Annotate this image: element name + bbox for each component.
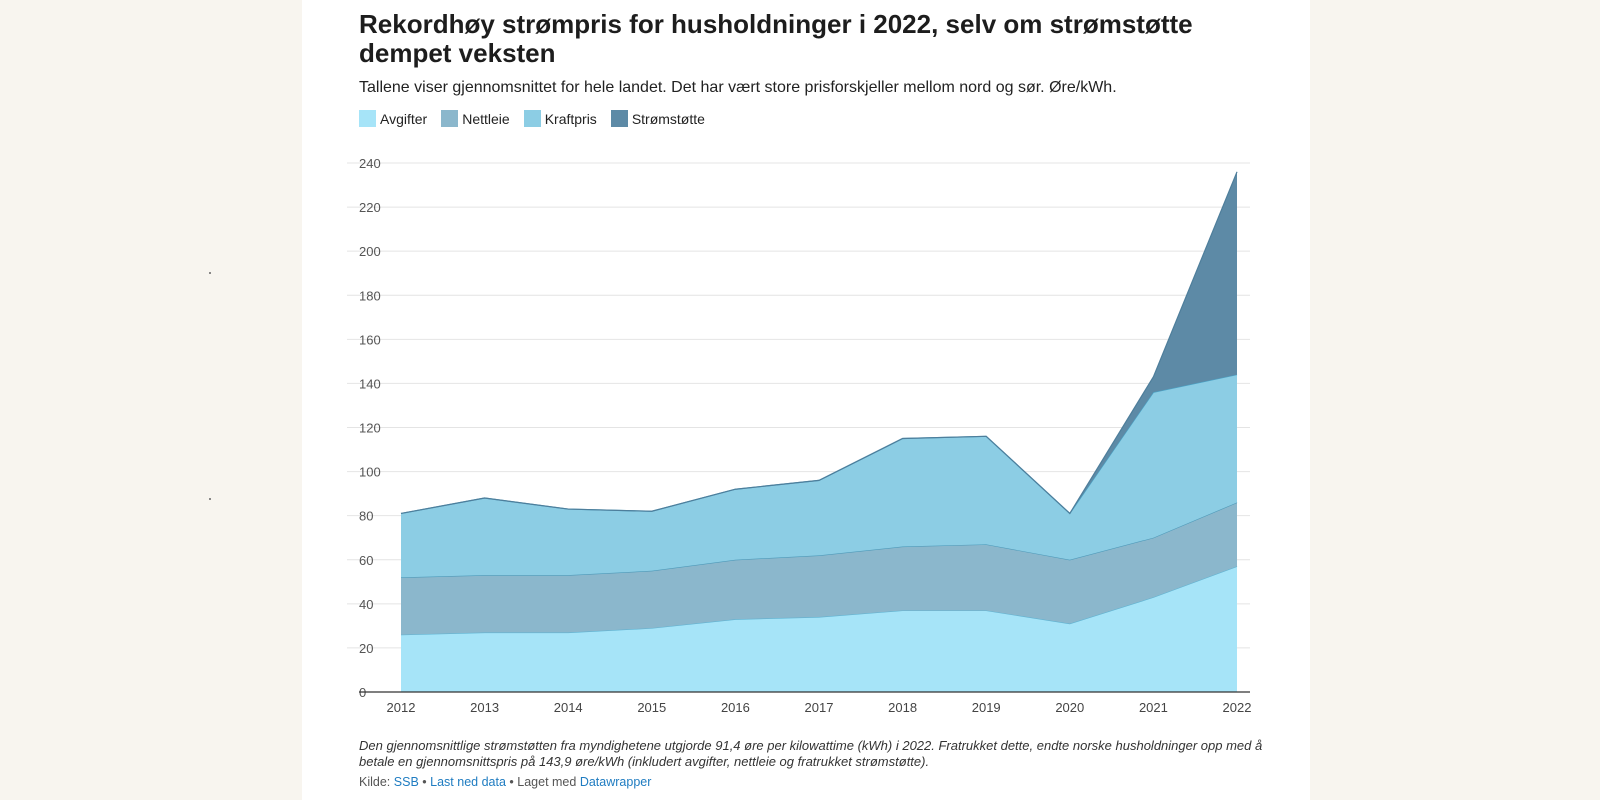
x-tick-label: 2019 [972,700,1001,715]
y-tick-label: 220 [359,200,381,215]
separator: • [422,775,427,789]
x-tick-label: 2018 [888,700,917,715]
y-tick-label: 160 [359,332,381,347]
x-tick-label: 2015 [637,700,666,715]
area-kraftpris [401,374,1237,578]
y-tick-label: 120 [359,421,381,436]
chart-footnote: Den gjennomsnittlige strømstøtten fra my… [359,738,1263,769]
legend-item: Strømstøtte [610,110,705,127]
separator: • [509,775,514,789]
x-tick-label: 2016 [721,700,750,715]
legend-item: Kraftpris [523,110,597,127]
chart-legend: Avgifter Nettleie Kraftpris Strømstøtte [359,110,709,127]
y-tick-label: 20 [359,641,373,656]
x-tick-label: 2017 [805,700,834,715]
decorative-dot [209,272,211,274]
x-tick-label: 2012 [387,700,416,715]
source-prefix: Kilde: [359,775,391,789]
area-nettleie [401,502,1237,635]
legend-label: Nettleie [462,110,510,127]
source-line: Kilde: SSB • Last ned data • Laget med D… [359,775,651,789]
chart-title: Rekordhøy strømpris for husholdninger i … [359,9,1193,68]
legend-label: Avgifter [380,110,428,127]
legend-label: Kraftpris [544,110,597,127]
legend-label: Strømstøtte [631,110,705,127]
y-tick-label: 100 [359,465,381,480]
legend-item: Nettleie [441,110,510,127]
legend-swatch [610,110,628,127]
legend-swatch [441,110,459,127]
y-tick-label: 240 [359,156,381,171]
x-tick-label: 2014 [554,700,583,715]
chart-card: Rekordhøy strømpris for husholdninger i … [302,0,1310,800]
x-tick-label: 2021 [1139,700,1168,715]
legend-swatch [359,110,376,127]
y-tick-label: 40 [359,597,373,612]
datawrapper-link[interactable]: Datawrapper [579,775,652,789]
area-chart: 0204060801001201401601802002202402012201… [347,156,1252,715]
legend-swatch [523,110,541,127]
made-with-label: Laget med [517,775,577,789]
decorative-dot [209,498,211,500]
y-tick-label: 60 [359,553,373,568]
download-data-link[interactable]: Last ned data [430,775,506,789]
chart-subtitle: Tallene viser gjennomsnittet for hele la… [359,79,1117,96]
area-avgifter [401,566,1237,692]
x-tick-label: 2020 [1055,700,1084,715]
y-tick-label: 140 [359,376,381,391]
x-tick-label: 2013 [470,700,499,715]
y-tick-label: 200 [359,244,381,259]
x-tick-label: 2022 [1223,700,1252,715]
line-stromstotte [400,171,1238,515]
source-link-ssb[interactable]: SSB [393,775,419,789]
legend-item: Avgifter [359,110,427,127]
y-tick-label: 80 [359,509,373,524]
y-tick-label: 180 [359,288,381,303]
